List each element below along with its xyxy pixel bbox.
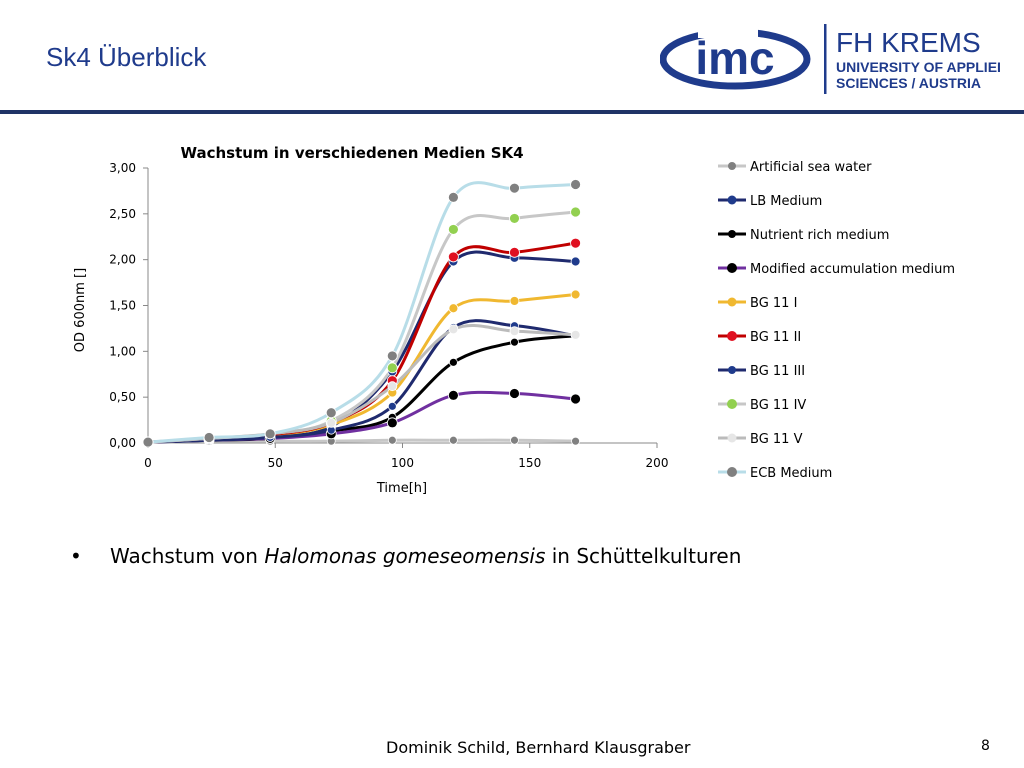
series-markers <box>142 179 581 448</box>
legend-swatch-marker <box>727 433 737 443</box>
x-tick-label: 0 <box>144 456 152 470</box>
data-point <box>570 289 581 300</box>
data-point <box>142 436 154 448</box>
legend-label: BG 11 III <box>750 364 805 379</box>
data-point <box>447 224 459 235</box>
logo-university-line: UNIVERSITY OF APPLIED <box>836 59 1000 75</box>
data-point <box>386 350 398 362</box>
legend-label: BG 11 II <box>750 330 801 345</box>
series-lines <box>147 181 576 444</box>
y-tick-label: 2,50 <box>109 207 136 221</box>
data-point <box>570 237 581 249</box>
data-point <box>509 213 520 224</box>
legend-label: Nutrient rich medium <box>750 228 889 243</box>
data-point <box>570 256 581 267</box>
data-point <box>387 435 397 445</box>
data-point <box>570 393 581 405</box>
legend-label: ECB Medium <box>750 466 832 481</box>
y-tick-label: 0,50 <box>109 390 136 404</box>
bullet-text-prefix: Wachstum von <box>110 544 265 568</box>
x-tick-label: 50 <box>268 456 283 470</box>
data-point <box>510 337 519 347</box>
chart-axes: 0,00 0,50 1,00 1,50 2,00 2,50 3,00 0 50 100 150 200 <box>109 161 668 470</box>
chart-title: Wachstum in verschiedenen Medien SK4 <box>180 144 523 162</box>
legend-swatch-marker <box>727 467 737 477</box>
data-point <box>509 182 520 194</box>
data-point <box>387 401 397 411</box>
y-tick-label: 1,50 <box>109 299 136 313</box>
data-point <box>326 417 337 428</box>
legend-swatch-marker <box>727 297 737 307</box>
chart-legend: Artificial sea water LB Medium Nutrient ri… <box>718 160 955 481</box>
legend-swatch-marker <box>728 162 736 170</box>
legend-label: BG 11 I <box>750 296 797 311</box>
legend-swatch-marker <box>727 263 737 273</box>
data-point <box>571 436 580 446</box>
legend-swatch-marker <box>727 195 737 205</box>
logo-imc-text: imc <box>695 32 774 84</box>
data-point <box>570 206 581 218</box>
y-axis-label: OD 600nm [] <box>73 268 88 352</box>
x-axis-label: Time[h] <box>376 481 427 496</box>
series-line <box>147 293 576 444</box>
legend-label: LB Medium <box>750 194 822 209</box>
data-point <box>447 251 459 263</box>
data-point <box>509 388 520 399</box>
legend-label: Artificial sea water <box>750 160 872 175</box>
growth-line-chart: Wachstum in verschiedenen Medien SK4 0,0… <box>73 144 955 496</box>
data-point <box>386 417 398 429</box>
x-tick-label: 150 <box>518 456 541 470</box>
bullet-text-species: Halomonas gomeseomensis <box>264 544 546 568</box>
y-tick-label: 1,00 <box>109 344 136 358</box>
series-line <box>147 334 576 444</box>
data-point <box>386 362 398 374</box>
legend-swatch-marker <box>728 230 736 238</box>
series-line <box>147 181 576 444</box>
imc-fh-krems-logo: imc FH KREMS UNIVERSITY OF APPLIED SCIEN… <box>660 24 1000 94</box>
x-tick-label: 100 <box>391 456 414 470</box>
data-point <box>448 435 458 445</box>
bullet-icon: • <box>70 544 82 568</box>
data-point <box>264 428 276 440</box>
legend-swatch-marker <box>728 366 736 374</box>
data-point <box>570 179 581 190</box>
page-number: 8 <box>981 738 990 754</box>
data-point <box>510 435 519 445</box>
data-point <box>509 296 520 306</box>
legend-label: BG 11 IV <box>750 398 806 413</box>
data-point <box>570 329 581 340</box>
legend-swatch-marker <box>727 331 737 341</box>
y-tick-label: 3,00 <box>109 161 136 175</box>
y-tick-label: 0,00 <box>109 436 136 450</box>
logo-sciences-line: SCIENCES / AUSTRIA <box>836 75 981 91</box>
data-point <box>447 191 459 203</box>
data-point <box>447 389 459 401</box>
series-line <box>147 319 576 444</box>
bullet-text-suffix: in Schüttelkulturen <box>545 544 742 568</box>
header-divider <box>0 110 1024 114</box>
data-point <box>448 303 459 314</box>
bullet-text: Wachstum von Halomonas gomeseomensis in … <box>110 544 741 568</box>
legend-label: Modified accumulation medium <box>750 262 955 277</box>
data-point <box>387 381 398 392</box>
legend-swatch-marker <box>727 399 737 409</box>
footer-authors: Dominik Schild, Bernhard Klausgraber <box>386 738 691 757</box>
data-point <box>448 324 459 335</box>
legend-label: BG 11 V <box>750 432 803 447</box>
data-point <box>509 326 520 337</box>
slide-title: Sk4 Überblick <box>46 42 207 72</box>
data-point <box>203 432 215 443</box>
y-tick-label: 2,00 <box>109 253 136 267</box>
data-point <box>509 246 520 258</box>
data-point <box>325 407 337 419</box>
logo-fh-krems: FH KREMS <box>836 27 981 58</box>
data-point <box>448 357 458 367</box>
x-tick-label: 200 <box>646 456 669 470</box>
